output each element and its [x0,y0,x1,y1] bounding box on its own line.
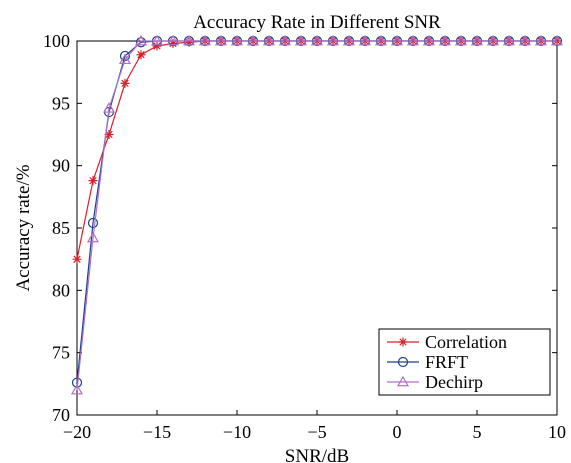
point-dechirp [406,34,420,46]
point-dechirp [118,53,132,65]
y-tick-label: 70 [52,405,70,425]
chart-title: Accuracy Rate in Different SNR [193,12,441,33]
legend-label-frft: FRFT [425,352,468,372]
x-tick-label: 10 [548,422,566,442]
point-correlation [120,78,130,88]
point-dechirp [150,34,164,46]
x-tick-label: −15 [143,422,171,442]
x-axis-label: SNR/dB [285,446,349,463]
point-dechirp [166,34,180,46]
point-dechirp [214,34,228,46]
point-dechirp [470,34,484,46]
point-dechirp [182,34,196,46]
series-layer [70,34,564,395]
point-correlation [104,130,114,139]
y-tick-label: 80 [52,280,70,300]
point-frft [135,37,147,48]
point-dechirp [454,34,468,46]
point-correlation [72,254,82,264]
point-correlation [88,176,98,186]
point-dechirp [294,34,308,46]
y-tick-label: 100 [43,31,70,51]
point-dechirp [198,34,212,46]
point-dechirp [534,34,548,46]
point-dechirp [246,34,260,46]
point-dechirp [262,34,276,46]
point-dechirp [502,34,516,46]
legend-marker-frft [397,356,409,368]
y-tick-label: 85 [52,218,70,238]
point-dechirp [374,34,388,46]
point-frft [87,217,99,229]
x-tick-label: 0 [393,422,402,442]
point-dechirp [230,34,244,46]
point-correlation [136,50,146,60]
x-tick-label: 5 [473,422,482,442]
x-tick-label: −5 [307,422,326,442]
point-dechirp [422,34,436,46]
y-tick-label: 95 [52,93,70,113]
legend-marker-dechirp [396,375,410,387]
point-dechirp [390,34,404,46]
legend-label-correlation: Correlation [425,332,507,352]
x-tick-label: −20 [63,422,91,442]
y-axis-label: Accuracy rate/% [13,164,34,291]
x-tick-label: −10 [223,422,251,442]
point-dechirp [102,102,116,113]
point-dechirp [278,34,292,46]
point-dechirp [518,34,532,46]
point-dechirp [550,34,564,46]
y-tick-label: 75 [52,343,70,363]
point-dechirp [486,34,500,46]
point-correlation [168,38,178,48]
legend-marker-correlation [398,337,408,347]
point-dechirp [358,34,372,46]
y-tick-label: 90 [52,156,70,176]
point-correlation [184,37,194,47]
point-dechirp [86,231,100,243]
legend-label-dechirp: Dechirp [425,372,483,392]
point-dechirp [134,34,148,46]
point-dechirp [326,34,340,46]
series-line-dechirp [76,40,557,391]
point-dechirp [438,34,452,46]
point-dechirp [342,34,356,46]
point-dechirp [310,34,324,46]
point-dechirp [70,383,84,395]
